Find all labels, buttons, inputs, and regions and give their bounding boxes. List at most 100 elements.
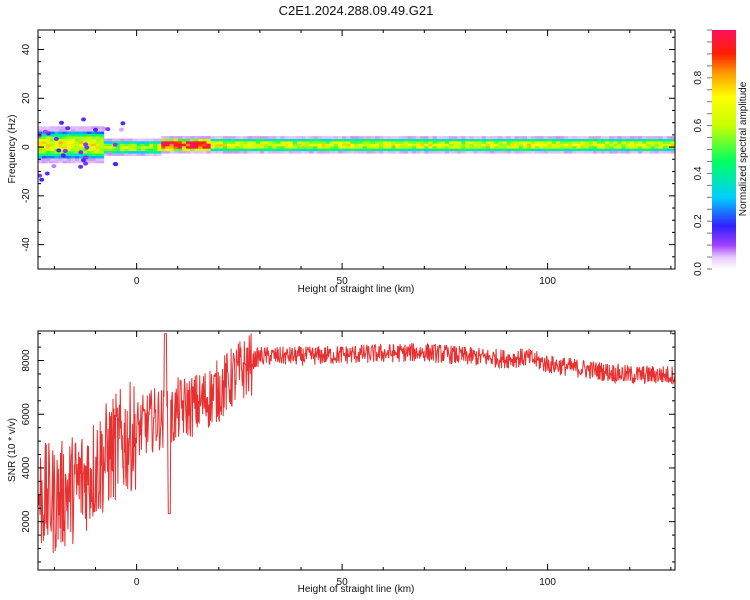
colorbar-tick-label: 0.8 <box>693 70 704 84</box>
spectrogram-cell <box>74 136 80 139</box>
spectrogram-cell <box>407 136 413 139</box>
spectrogram-cell <box>190 140 195 144</box>
spectrogram-cell <box>358 143 364 147</box>
spectrogram-cell <box>440 140 446 144</box>
spectrogram-cell <box>124 138 129 142</box>
spectrogram-cell <box>440 150 446 154</box>
spectrogram-cell <box>420 148 425 152</box>
spectrogram-cell <box>83 126 88 130</box>
spectrogram-cell <box>95 148 101 152</box>
spectrogram-cell <box>551 140 557 144</box>
spectrogram-cell <box>70 143 76 147</box>
spectrogram-cell <box>605 140 610 144</box>
spectrogram-cell <box>609 136 614 139</box>
spectrogram-cell <box>617 143 622 147</box>
spectrogram-cell <box>214 148 220 152</box>
spectrogram-cell <box>268 150 273 154</box>
spectrogram-cell <box>342 138 347 142</box>
spectrogram-cell <box>547 140 553 144</box>
spectrogram-cell <box>169 145 175 149</box>
spectrogram-cell <box>428 138 433 142</box>
spectrogram-cell <box>161 136 166 139</box>
spectrogram-cell <box>66 140 72 144</box>
spectrogram-cell <box>592 140 598 144</box>
spectrogram-cell <box>292 145 298 149</box>
spectrogram-cell <box>654 138 659 142</box>
spectrogram-cell <box>510 145 516 149</box>
spectrogram-cell <box>654 136 659 139</box>
spectrogram-cell <box>83 142 89 147</box>
spectrogram-cell <box>206 136 212 139</box>
spectrogram-cell <box>416 140 421 144</box>
spectrogram-cell <box>284 145 290 149</box>
spectrogram-cell <box>70 160 76 164</box>
spectrogram-cell <box>403 148 409 152</box>
spectrogram-cell <box>153 138 158 142</box>
spectrogram-cell <box>453 136 458 139</box>
spectrogram-cell <box>387 148 392 152</box>
spectrogram-cell <box>276 143 281 147</box>
spectrogram-cell <box>601 145 606 149</box>
spectrogram-cell <box>613 136 618 139</box>
spectrogram-cell <box>70 153 76 156</box>
spectrogram-cell <box>255 136 261 139</box>
spectrogram-cell <box>354 143 359 147</box>
spectrogram-cell <box>601 143 606 147</box>
spectrogram-cell <box>58 138 64 142</box>
spectrogram-cell <box>54 153 59 156</box>
spectrogram-cell <box>387 136 392 139</box>
spectrogram-cell <box>317 145 322 149</box>
spectrogram-cell <box>568 140 573 144</box>
spectrogram-cell <box>432 143 438 147</box>
spectrogram-cell <box>522 143 528 147</box>
spectrogram-cell <box>62 149 68 153</box>
spectrogram-cell <box>50 136 55 139</box>
spectrogram-cell <box>218 140 224 144</box>
spectrogram-cell <box>264 150 269 154</box>
spectrogram-cell <box>87 155 92 159</box>
spectrogram-cell <box>198 143 203 147</box>
spectrogram-cell <box>264 138 269 142</box>
spectrogram-cell <box>481 138 487 142</box>
spectrogram-cell <box>638 138 643 142</box>
spectrogram-cell <box>65 126 71 131</box>
spectrogram-cell <box>78 150 84 155</box>
spectrogram-cell <box>70 133 76 137</box>
spectrogram-cell <box>251 145 257 149</box>
spectrogram-cell <box>231 148 236 152</box>
spectrogram-cell <box>346 136 351 139</box>
spectrogram-cell <box>38 143 43 147</box>
spectrogram-cell <box>66 143 72 147</box>
spectrogram-cell <box>350 148 355 152</box>
page-title: C2E1.2024.288.09.49.G21 <box>279 3 434 18</box>
spectrogram-cell <box>161 145 166 149</box>
spectrogram-cell <box>522 150 528 154</box>
spectrogram-cell <box>58 160 64 164</box>
spectrogram-cell <box>58 143 64 147</box>
spectrogram-cell <box>383 145 388 149</box>
spectrogram-cell <box>572 140 577 144</box>
spectrogram-cell <box>453 145 458 149</box>
spectrogram-cell <box>317 148 322 152</box>
spectrogram-cell <box>391 145 396 149</box>
spectrogram-cell <box>670 148 675 152</box>
spectrogram-cell <box>132 140 138 144</box>
spectrogram-cell <box>157 140 162 144</box>
spectrogram-cell <box>395 140 401 144</box>
spectrogram-cell <box>420 143 425 147</box>
spectrogram-cell <box>658 136 664 139</box>
spectrogram-cell <box>625 138 631 142</box>
spectrogram-cell <box>518 140 524 144</box>
spectrogram-cell <box>411 143 417 147</box>
spectrogram-cell <box>66 155 72 159</box>
x-tick-label: 0 <box>134 276 140 287</box>
spectrogram-cell <box>329 150 335 154</box>
spectrogram-cell <box>259 138 265 142</box>
spectrogram-cell <box>132 153 138 156</box>
spectrogram-cell <box>584 136 590 139</box>
spectrogram-cell <box>551 143 557 147</box>
spectrogram-cell <box>50 131 55 135</box>
spectrogram-cell <box>120 138 125 142</box>
spectrogram-cell <box>551 138 557 142</box>
spectrogram-cell <box>362 143 368 147</box>
